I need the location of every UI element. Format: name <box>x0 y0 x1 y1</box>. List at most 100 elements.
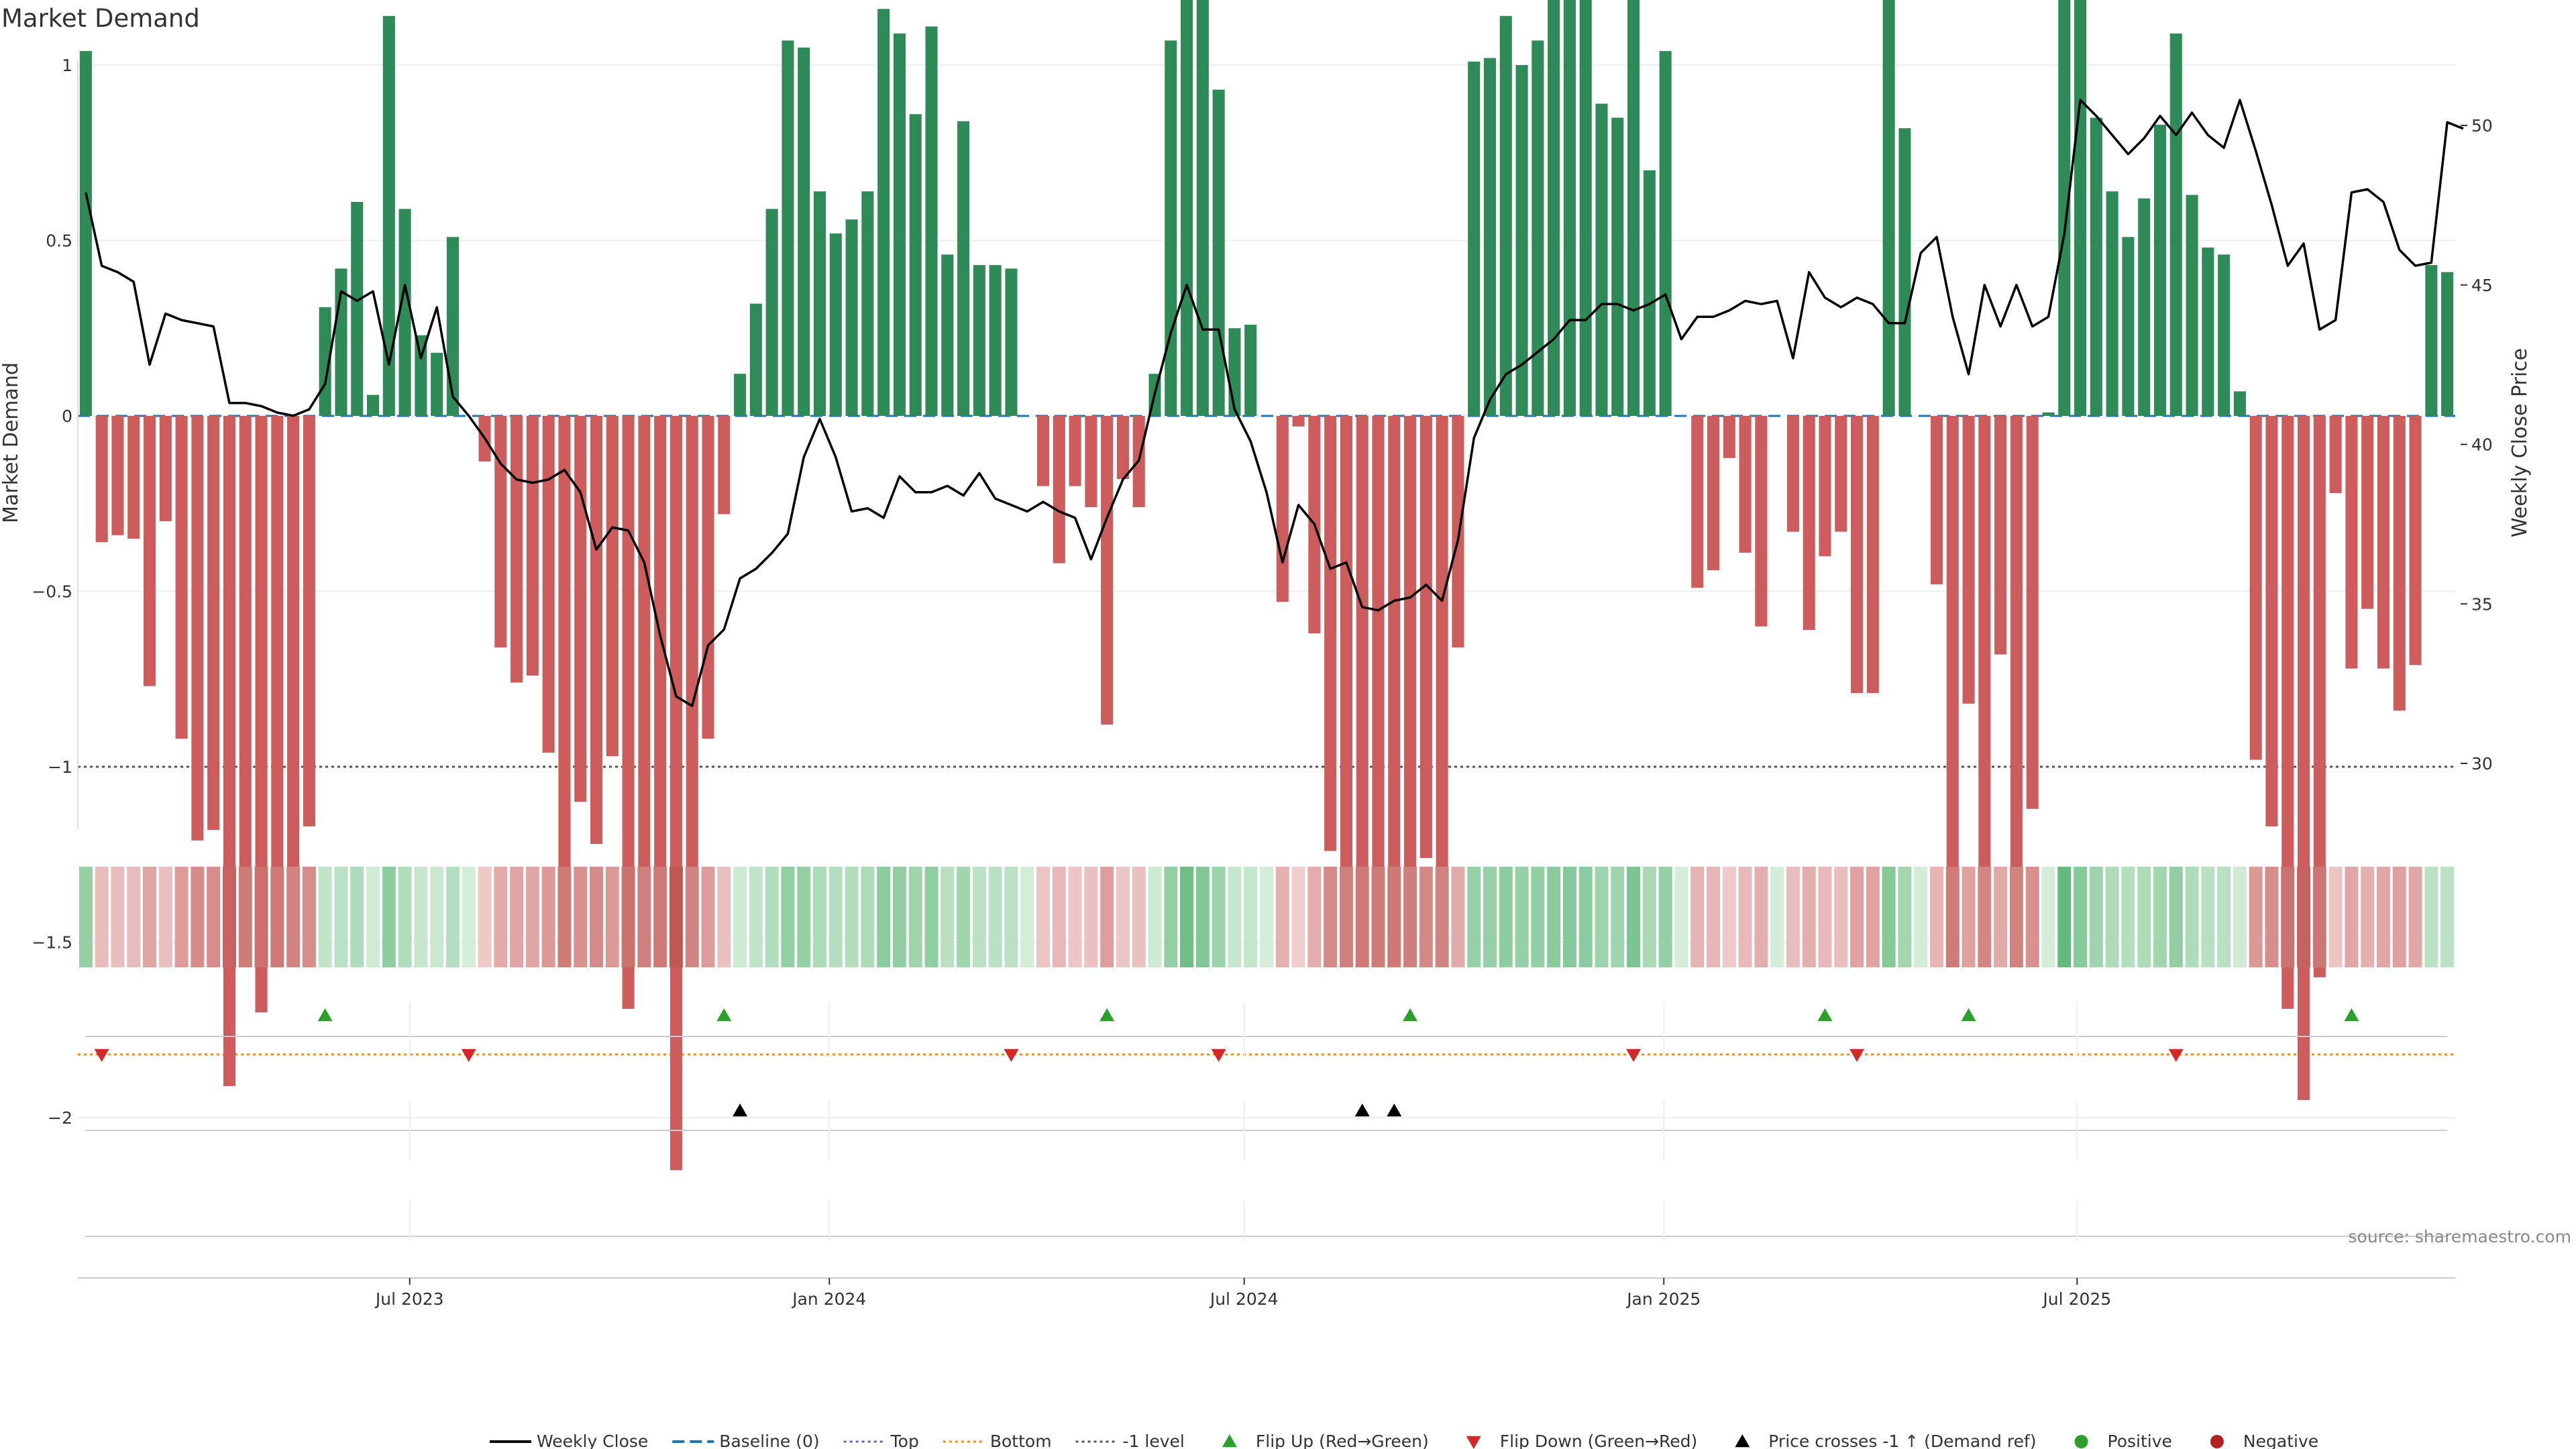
demand-bar-negative <box>654 416 667 953</box>
demand-bar-positive <box>973 265 985 416</box>
heat-cell <box>111 867 125 967</box>
heat-cell <box>908 867 922 967</box>
legend-label: Flip Up (Red→Green) <box>1256 1432 1429 1449</box>
demand-bar-negative <box>143 416 156 686</box>
demand-bar-negative <box>638 416 651 922</box>
heat-cell <box>1275 867 1289 967</box>
heat-cell <box>2009 867 2023 967</box>
heat-cell <box>1866 867 1880 967</box>
heat-cell <box>366 867 380 967</box>
demand-bar-positive <box>1532 40 1544 416</box>
demand-bar-positive <box>1595 103 1608 416</box>
heat-cell <box>1929 867 1943 967</box>
heat-cell <box>1658 867 1672 967</box>
demand-bar-positive <box>2106 191 2118 416</box>
heat-cell <box>1690 867 1705 967</box>
heat-cell <box>941 867 955 967</box>
heat-cell <box>621 867 635 967</box>
heat-cell <box>1068 867 1082 967</box>
heat-cell <box>2424 867 2438 967</box>
heat-cell <box>2041 867 2055 967</box>
heat-cell <box>1260 867 1273 967</box>
legend-swatch-triangle <box>1466 1436 1481 1449</box>
heat-cell <box>1722 867 1736 967</box>
x-tick-label: Jul 2023 <box>374 1289 444 1309</box>
demand-bar-negative <box>2345 416 2358 669</box>
demand-bar-positive <box>366 394 380 416</box>
demand-bar-negative <box>1053 416 1065 564</box>
x-tick-label: Jul 2025 <box>2041 1289 2111 1309</box>
demand-bar-negative <box>223 416 235 1086</box>
heat-cell <box>924 867 938 967</box>
legend-label: Flip Down (Green→Red) <box>1500 1432 1698 1449</box>
demand-bar-negative <box>2026 416 2039 809</box>
heat-cell <box>637 867 651 967</box>
demand-bar-positive <box>941 254 954 416</box>
demand-bar-negative <box>1388 416 1401 960</box>
heat-cell <box>1132 867 1146 967</box>
heat-cell <box>541 867 555 967</box>
heat-cell <box>2233 867 2247 967</box>
flip-up-marker <box>2344 1008 2359 1022</box>
heat-cell <box>2265 867 2279 967</box>
demand-bar-positive <box>1181 0 1193 417</box>
demand-bar-positive <box>909 114 922 416</box>
flip-down-marker <box>461 1049 476 1062</box>
legend-item: Price crosses -1 ↑ (Demand ref) <box>1735 1432 2037 1449</box>
demand-bar-positive <box>2058 0 2071 416</box>
demand-bar-negative <box>2409 416 2422 665</box>
heat-cell <box>2137 867 2151 967</box>
demand-bar-positive <box>2090 117 2102 416</box>
heat-cell <box>510 867 524 967</box>
flip-up-marker <box>716 1008 732 1022</box>
heat-cell <box>1212 867 1226 967</box>
heat-cell <box>1387 867 1401 967</box>
heat-cell <box>78 867 93 967</box>
heat-cell <box>1706 867 1720 967</box>
demand-bar-negative <box>2010 416 2023 904</box>
demand-bar-positive <box>1483 58 1497 417</box>
demand-bar-negative <box>2393 416 2406 711</box>
demand-bar-positive <box>2233 391 2246 416</box>
heat-cell <box>2074 867 2088 967</box>
heat-cell <box>143 867 157 967</box>
demand-bar-negative <box>1372 416 1385 946</box>
heat-cell <box>207 867 221 967</box>
heat-cell <box>270 867 284 967</box>
heat-cell <box>557 867 572 967</box>
heat-cell <box>1642 867 1656 967</box>
demand-bar-negative <box>1803 416 1815 631</box>
demand-bar-negative <box>1292 416 1305 427</box>
demand-bar-negative <box>606 416 619 757</box>
heat-cell <box>1355 867 1369 967</box>
demand-bar-negative <box>1819 416 1831 557</box>
heat-cell <box>2057 867 2072 967</box>
heat-cell <box>701 867 715 967</box>
demand-bar-positive <box>1611 117 1624 416</box>
heat-cell <box>2201 867 2215 967</box>
demand-bar-positive <box>1499 15 1512 416</box>
demand-bar-positive <box>957 121 970 416</box>
demand-bar-negative <box>2265 416 2278 826</box>
demand-bar-positive <box>2169 33 2182 417</box>
demand-bar-positive <box>798 47 810 417</box>
demand-bar-positive <box>734 374 747 416</box>
heat-cell <box>1291 867 1305 967</box>
y2-tick-label: 45 <box>2471 276 2493 295</box>
heat-cell <box>1898 867 1912 967</box>
price-cross-marker <box>1387 1104 1402 1117</box>
demand-bar-negative <box>191 416 204 841</box>
demand-bar-negative <box>1419 416 1432 858</box>
demand-bar-negative <box>1116 416 1129 480</box>
legend-item: Flip Up (Red→Green) <box>1222 1432 1429 1449</box>
heat-cell <box>430 867 444 967</box>
x-tick-label: Jan 2024 <box>791 1289 866 1309</box>
demand-bar-negative <box>1739 416 1752 553</box>
demand-bar-positive <box>989 265 1002 416</box>
demand-bar-negative <box>1994 416 2007 655</box>
heat-cell <box>2121 867 2135 967</box>
legend-item: Baseline (0) <box>672 1432 820 1449</box>
legend-swatch-triangle <box>1735 1434 1750 1448</box>
legend-label: Negative <box>2243 1432 2318 1449</box>
demand-bar-positive <box>2425 265 2438 416</box>
